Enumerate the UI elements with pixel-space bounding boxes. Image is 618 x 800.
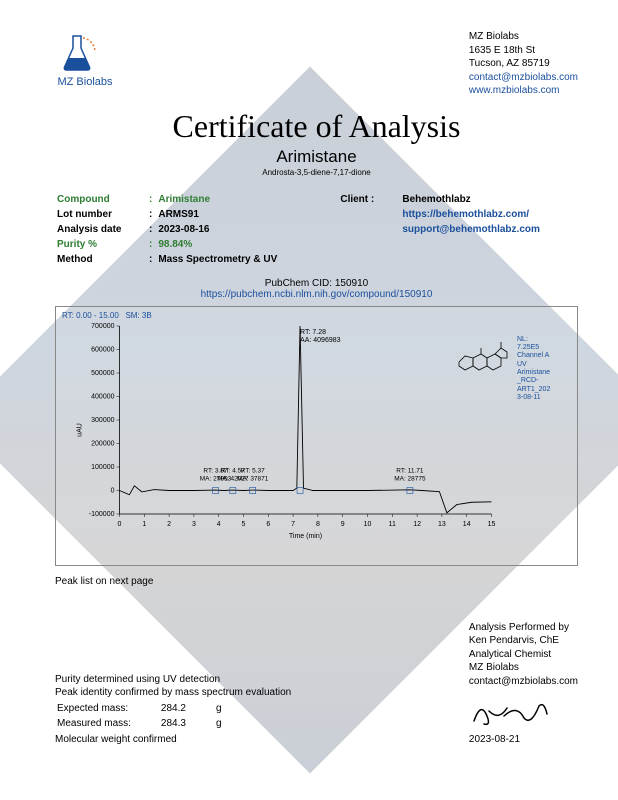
svg-text:AA: 4096983: AA: 4096983 [300, 337, 341, 344]
logo-text: MZ Biolabs [55, 76, 115, 88]
page-title: Certificate of Analysis [55, 108, 578, 145]
svg-text:RT: 7.28: RT: 7.28 [300, 329, 326, 336]
analyst-role: Analytical Chemist [469, 648, 578, 662]
company-name: MZ Biolabs [469, 30, 578, 44]
lot-value: ARMS91 [158, 208, 338, 221]
svg-text:2: 2 [167, 521, 171, 528]
footer: Purity determined using UV detection Pea… [55, 621, 578, 747]
company-email-link[interactable]: contact@mzbiolabs.com [469, 71, 578, 85]
trace-name: Arimistane [517, 369, 567, 377]
flask-logo-icon [55, 30, 99, 74]
nl-value: 7.25E5 [517, 344, 567, 352]
svg-text:200000: 200000 [91, 440, 114, 447]
purity-value: 98.84% [158, 238, 338, 251]
svg-text:400000: 400000 [91, 393, 114, 400]
client-url-link[interactable]: https://behemothlabz.com/ [402, 208, 576, 221]
rcd-label: _RCD- [517, 377, 567, 385]
method-value: Mass Spectrometry & UV [158, 253, 576, 266]
svg-text:7: 7 [291, 521, 295, 528]
lot-label: Lot number [57, 208, 147, 221]
footer-left: Purity determined using UV detection Pea… [55, 673, 291, 747]
svg-text:0: 0 [111, 487, 115, 494]
measured-mass-label: Measured mass: [57, 717, 159, 731]
svg-text:500000: 500000 [91, 370, 114, 377]
pubchem-row: PubChem CID: 150910 https://pubchem.ncbi… [55, 278, 578, 300]
svg-text:uAU: uAU [77, 423, 84, 437]
svg-text:300000: 300000 [91, 417, 114, 424]
svg-text:15: 15 [488, 521, 496, 528]
svg-text:8: 8 [316, 521, 320, 528]
svg-text:5: 5 [242, 521, 246, 528]
molecular-structure-icon [453, 334, 513, 378]
svg-text:3: 3 [192, 521, 196, 528]
company-address: MZ Biolabs 1635 E 18th St Tucson, AZ 857… [469, 30, 578, 98]
identity-line: Peak identity confirmed by mass spectrum… [55, 686, 291, 700]
expected-mass-unit: g [216, 702, 250, 716]
svg-text:-100000: -100000 [89, 511, 115, 518]
company-logo-block: MZ Biolabs [55, 30, 115, 88]
measured-mass-value: 284.3 [161, 717, 214, 731]
header: MZ Biolabs MZ Biolabs 1635 E 18th St Tuc… [55, 30, 578, 98]
svg-text:1: 1 [142, 521, 146, 528]
svg-text:100000: 100000 [91, 464, 114, 471]
chart-side-info: NL: 7.25E5 Channel A UV Arimistane _RCD-… [517, 336, 567, 403]
nl-label: NL: [517, 336, 567, 344]
expected-mass-value: 284.2 [161, 702, 214, 716]
measured-mass-unit: g [216, 717, 250, 731]
pubchem-url-link[interactable]: https://pubchem.ncbi.nlm.nih.gov/compoun… [55, 289, 578, 300]
svg-text:6: 6 [266, 521, 270, 528]
svg-text:4: 4 [217, 521, 221, 528]
client-email-link[interactable]: support@behemothlabz.com [402, 223, 576, 236]
signature-date: 2023-08-21 [469, 733, 578, 747]
svg-text:11: 11 [389, 521, 396, 528]
pubchem-cid: PubChem CID: 150910 [55, 278, 578, 289]
purity-method-line: Purity determined using UV detection [55, 673, 291, 687]
svg-text:14: 14 [463, 521, 471, 528]
iupac-name: Androsta-3,5-diene-7,17-dione [55, 168, 578, 177]
mass-table: Expected mass: 284.2 g Measured mass: 28… [55, 700, 252, 733]
client-value: Behemothlabz [402, 193, 576, 206]
chromatogram-frame: RT: 0.00 - 15.00 SM: 3B -100000010000020… [55, 306, 578, 566]
analysis-date-label: Analysis date [57, 223, 147, 236]
signature-icon [469, 696, 549, 728]
svg-text:RT: 11.71: RT: 11.71 [396, 467, 424, 474]
company-addr1: 1635 E 18th St [469, 44, 578, 58]
footer-right: Analysis Performed by Ken Pendarvis, ChE… [469, 621, 578, 747]
trace-date: 3-08-11 [517, 394, 567, 402]
analysis-date-value: 2023-08-16 [158, 223, 338, 236]
client-label: Client : [340, 193, 400, 206]
performed-by-label: Analysis Performed by [469, 621, 578, 635]
svg-text:600000: 600000 [91, 346, 114, 353]
company-addr2: Tucson, AZ 85719 [469, 57, 578, 71]
purity-label: Purity % [57, 238, 147, 251]
svg-text:12: 12 [413, 521, 421, 528]
rt-range-label: RT: 0.00 - 15.00 [62, 311, 119, 320]
svg-text:10: 10 [364, 521, 372, 528]
art-label: ART1_202 [517, 386, 567, 394]
svg-text:Time (min): Time (min) [289, 533, 322, 540]
compound-value: Arimistane [158, 193, 338, 206]
analyst-company: MZ Biolabs [469, 661, 578, 675]
compound-label: Compound [57, 193, 147, 206]
peaklist-note: Peak list on next page [55, 576, 578, 587]
svg-text:9: 9 [341, 521, 345, 528]
svg-text:MA: 28775: MA: 28775 [394, 475, 426, 482]
svg-text:0: 0 [118, 521, 122, 528]
svg-text:RT: 5.37: RT: 5.37 [241, 467, 265, 474]
method-label: Method [57, 253, 147, 266]
channel-label: Channel A [517, 352, 567, 360]
sm-label: SM: 3B [125, 311, 151, 320]
details-table: Compound : Arimistane Client : Behemothl… [55, 191, 578, 268]
compound-title: Arimistane [55, 147, 578, 167]
expected-mass-label: Expected mass: [57, 702, 159, 716]
mw-confirmed: Molecular weight confirmed [55, 733, 291, 747]
company-website-link[interactable]: www.mzbiolabs.com [469, 84, 578, 98]
svg-text:MA: 37871: MA: 37871 [237, 475, 269, 482]
analyst-email: contact@mzbiolabs.com [469, 675, 578, 689]
svg-text:13: 13 [438, 521, 446, 528]
svg-text:700000: 700000 [91, 323, 114, 330]
analyst-name: Ken Pendarvis, ChE [469, 634, 578, 648]
uv-label: UV [517, 361, 567, 369]
